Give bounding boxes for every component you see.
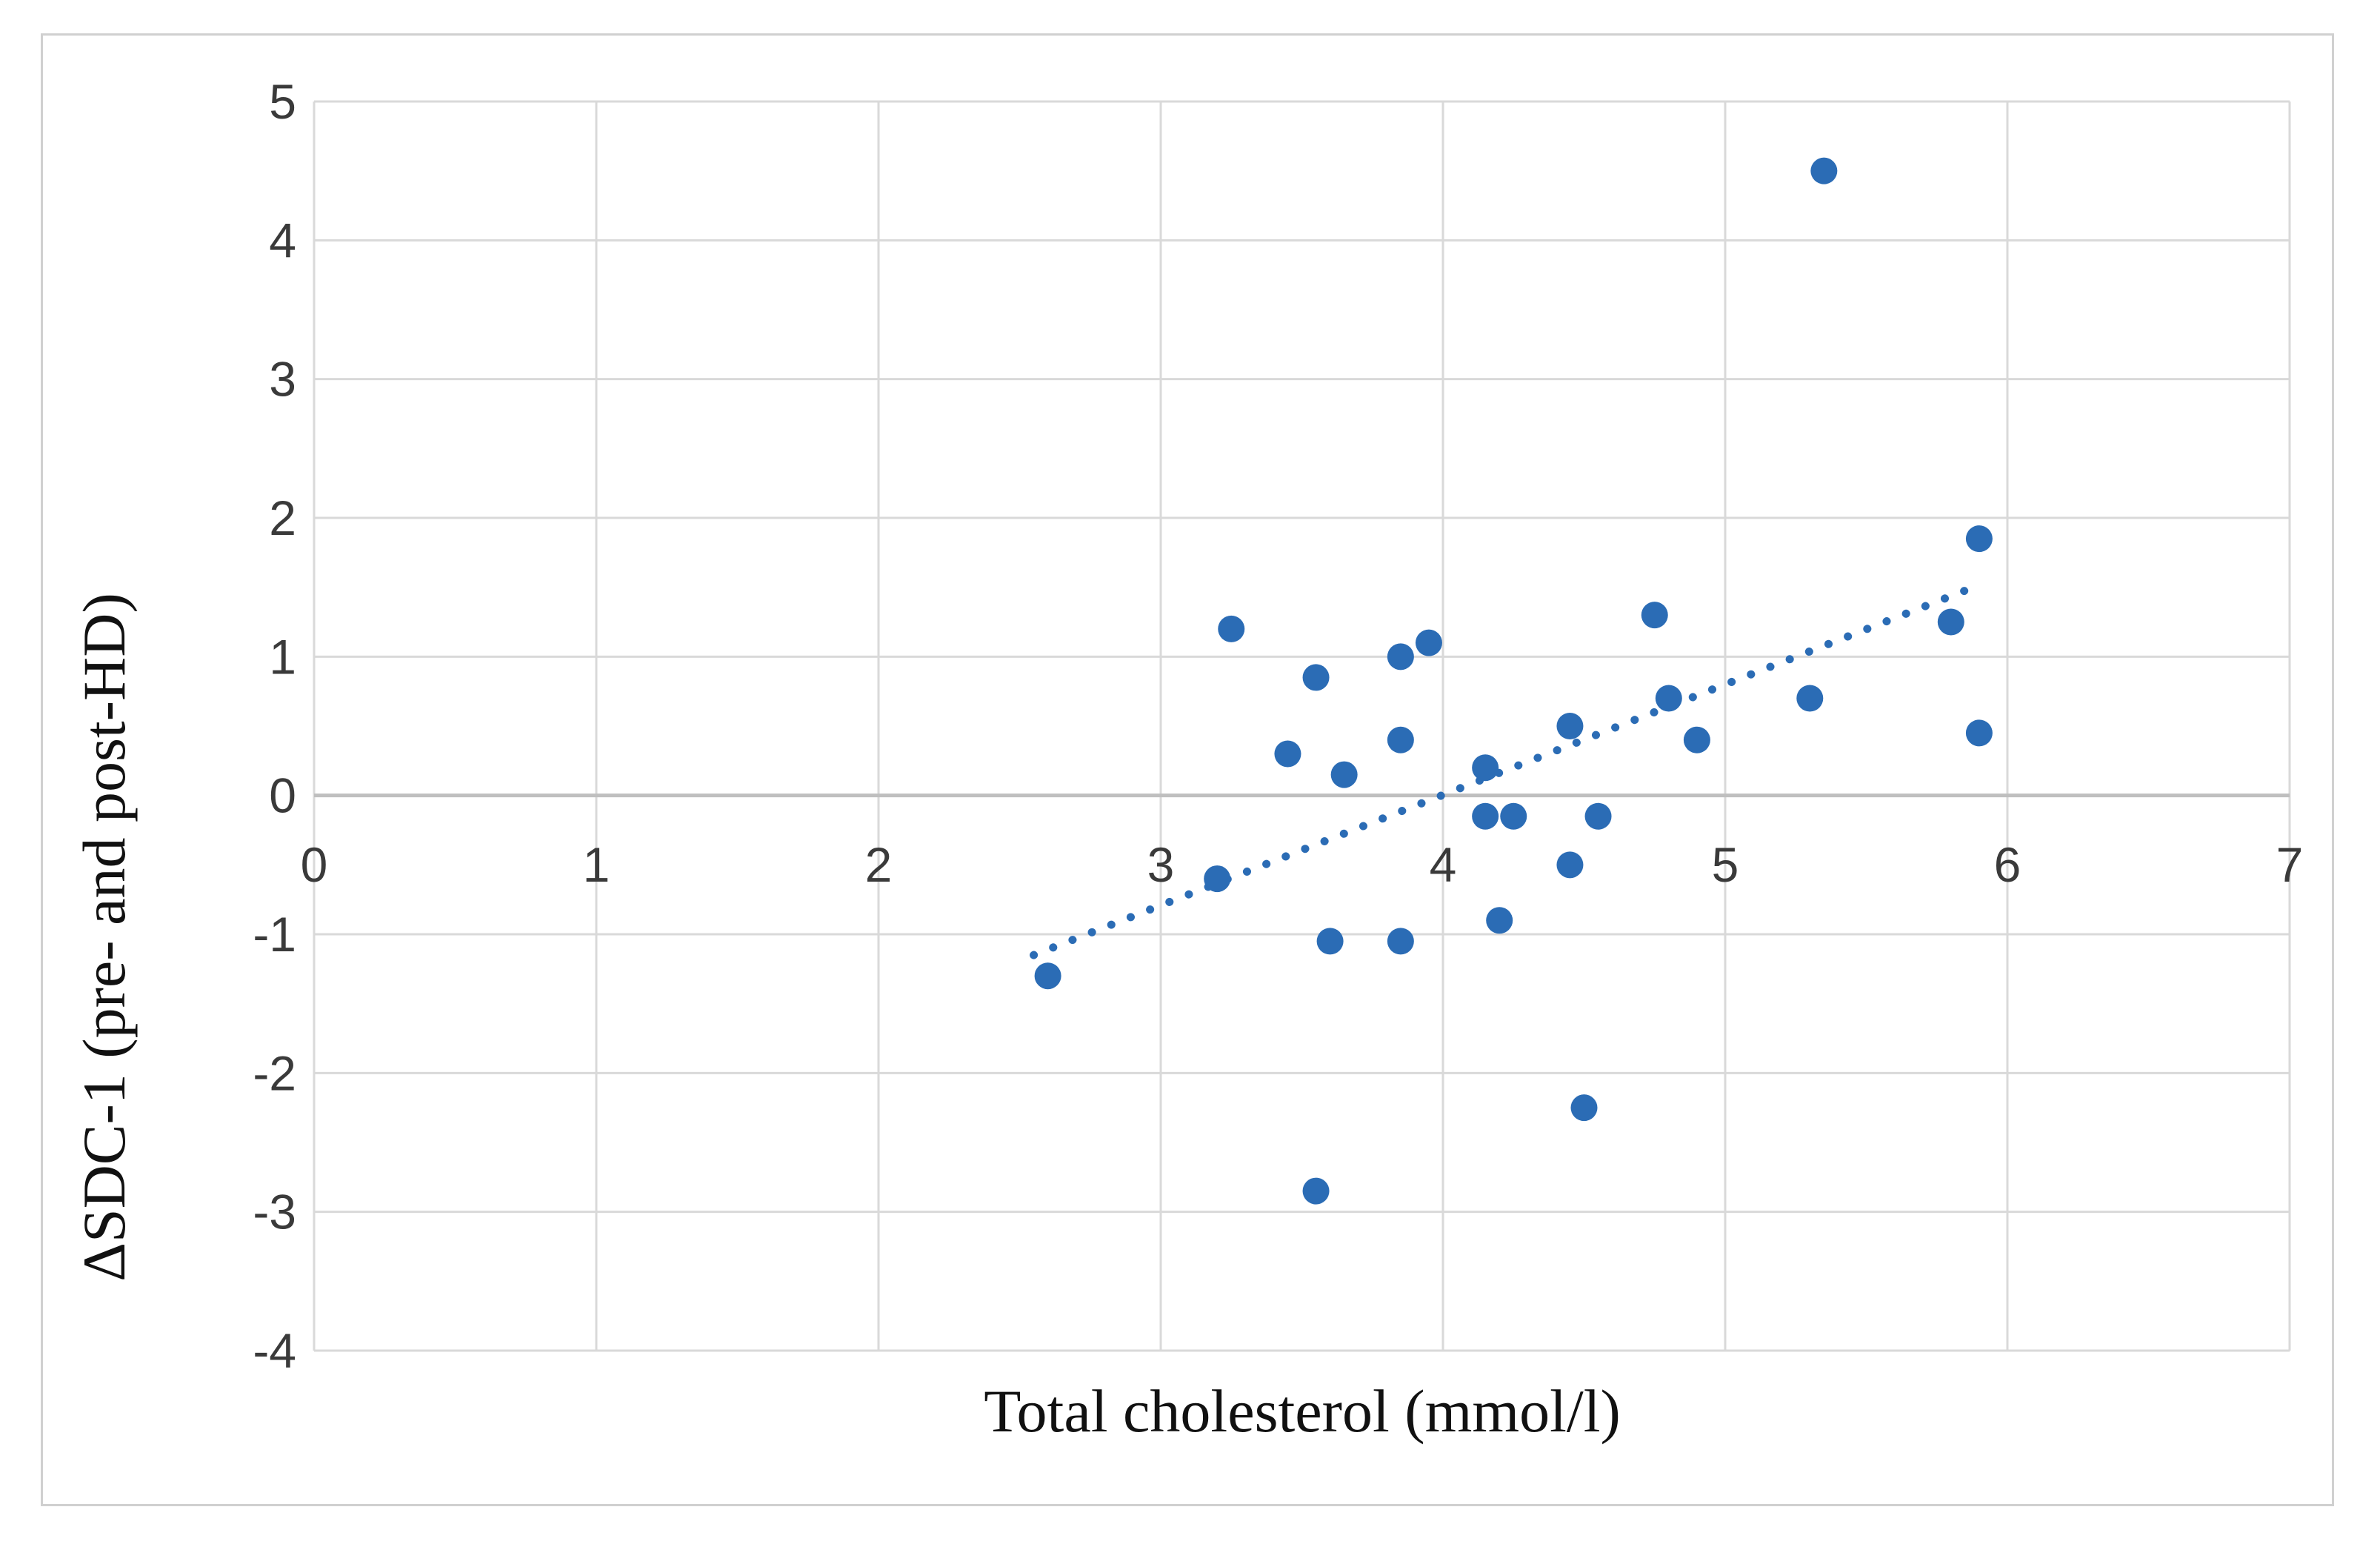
- data-point: [1316, 928, 1344, 955]
- trendline-layer: [1030, 583, 1978, 959]
- y-tick-label: 0: [269, 768, 296, 823]
- y-tick-label: -4: [253, 1323, 296, 1378]
- data-point: [1302, 1177, 1330, 1205]
- data-point: [1556, 713, 1584, 739]
- data-point: [1655, 685, 1682, 712]
- data-point: [1415, 629, 1442, 656]
- y-tick-label: 2: [269, 490, 296, 545]
- x-tick-label: 3: [1147, 837, 1175, 892]
- x-tick-label: 2: [865, 837, 893, 892]
- data-point: [1570, 1094, 1598, 1122]
- data-point: [1584, 802, 1612, 830]
- data-point: [1500, 802, 1527, 830]
- data-point: [1472, 754, 1499, 782]
- x-tick-label: 0: [301, 837, 328, 892]
- data-point: [1556, 851, 1584, 879]
- x-tick-label: 5: [1712, 837, 1739, 892]
- figure-border-frame: [41, 33, 2334, 1506]
- data-point: [1034, 962, 1061, 990]
- data-point: [1274, 740, 1301, 768]
- data-point: [1472, 802, 1499, 830]
- y-tick-label: -3: [253, 1185, 296, 1239]
- y-tick-label: 1: [269, 629, 296, 684]
- y-tick-label: 3: [269, 352, 296, 407]
- data-point: [1641, 602, 1668, 629]
- x-tick-label: 1: [583, 837, 610, 892]
- gridlines-layer: [313, 100, 2291, 1352]
- data-point: [1387, 643, 1414, 670]
- trendline: [1030, 583, 1978, 959]
- data-point: [1486, 907, 1513, 934]
- data-point: [1683, 726, 1710, 753]
- data-point: [1330, 761, 1358, 788]
- y-tick-label: 4: [269, 213, 296, 267]
- data-point: [1387, 726, 1414, 753]
- data-point: [1218, 615, 1245, 642]
- x-tick-label: 7: [2276, 837, 2304, 892]
- x-tick-label: 4: [1430, 837, 1457, 892]
- data-point: [1937, 608, 1964, 636]
- data-point: [1204, 865, 1231, 893]
- y-tick-label: -1: [253, 907, 296, 962]
- data-point: [1796, 685, 1824, 712]
- data-point: [1965, 719, 1993, 747]
- data-point: [1965, 525, 1993, 553]
- y-tick-label: -2: [253, 1045, 296, 1100]
- y-axis-title: ΔSDC-1 (pre- and post-HD): [70, 593, 138, 1282]
- y-tick-label: 5: [269, 74, 296, 129]
- x-axis-title: Total cholesterol (mmol/l): [984, 1377, 1621, 1445]
- data-point: [1810, 157, 1838, 184]
- data-points-layer: [1034, 157, 1993, 1205]
- data-point: [1302, 664, 1330, 691]
- data-point: [1387, 928, 1414, 955]
- x-tick-label: 6: [1994, 837, 2021, 892]
